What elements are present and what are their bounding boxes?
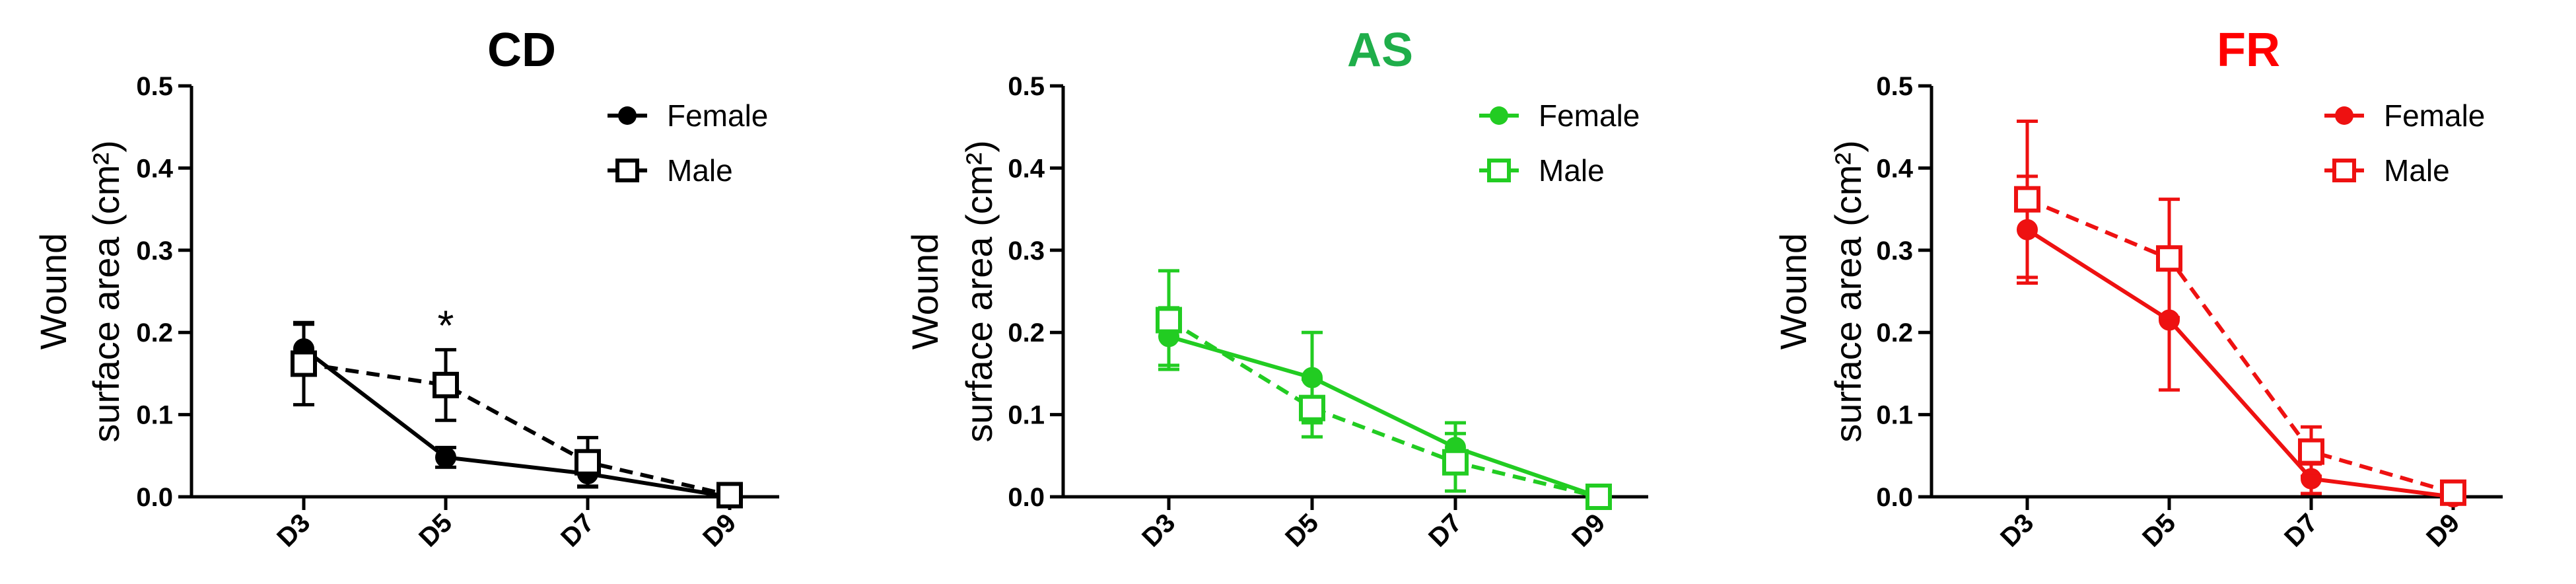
data-point-male [1156,307,1182,334]
data-point-male [433,371,459,398]
data-point-male [2014,186,2040,213]
legend-label-male: Male [1539,153,1605,188]
data-point-male [2440,479,2466,506]
y-tick-label: 0.1 [1876,401,1913,430]
x-tick-label: D7 [1423,508,1467,552]
y-tick-label: 0.0 [136,483,173,512]
y-axis-label-line2: surface area (cm²) [85,140,127,442]
y-tick-label: 0.5 [1008,72,1045,101]
y-axis-label-line2: surface area (cm²) [1827,140,1869,442]
legend-marker-male [615,159,639,182]
chart-panel-as: AS Wound surface area (cm²) 0.0 0.1 0.2 0.3 0.4… [904,24,1648,553]
y-tick-label: 0.4 [136,154,173,183]
series-line-female [2026,228,2454,499]
x-tick-label: D7 [555,508,600,552]
y-tick-label: 0.4 [1008,154,1045,183]
y-axis-label-line2: surface area (cm²) [958,140,1000,442]
chart-title: FR [2217,24,2280,77]
data-point-male [2156,245,2182,272]
data-point-female [435,447,456,468]
series-line-male [2026,197,2454,495]
y-tick-label: 0.5 [136,72,173,101]
x-tick-label: D3 [1995,508,2039,552]
y-tick-label: 0.4 [1876,154,1913,183]
series-line-male [303,361,730,497]
x-tick-label: D3 [1136,508,1181,552]
chart-panel-fr: FR Wound surface area (cm²) 0.0 0.1 0.2 0.3 0.4… [1772,24,2503,553]
legend-marker-female [1490,106,1508,125]
data-point-male [574,449,601,476]
y-tick-label: 0.1 [1008,401,1045,430]
y-tick-label: 0.2 [1876,318,1913,347]
data-point-male [716,482,743,509]
y-tick-label: 0.5 [1876,72,1913,101]
x-tick-label: D5 [1280,508,1324,552]
y-tick-label: 0.3 [136,237,173,266]
y-axis-label-line1: Wound [32,233,74,349]
legend-label-male: Male [2384,153,2450,188]
legend-marker-male [1487,159,1511,182]
chart-panel-cd: CD Wound surface area (cm²) 0.0 0.1 0.2 0.3 0.4… [32,24,779,553]
x-tick-label: D5 [413,508,458,552]
data-point-male [1299,394,1325,421]
y-tick-label: 0.3 [1008,237,1045,266]
legend-label-female: Female [667,98,768,133]
x-tick-label: D5 [2137,508,2181,552]
series-line-male [1167,318,1599,499]
y-tick-label: 0.0 [1876,483,1913,512]
legend-label-male: Male [667,153,733,188]
legend-label-female: Female [2384,98,2485,133]
legend-label-female: Female [1539,98,1640,133]
y-axis-label-line1: Wound [904,233,946,349]
chart-title: CD [487,24,556,77]
data-point-male [291,350,317,377]
chart-title: AS [1347,24,1413,77]
series-line-female [302,347,730,499]
legend-marker-male [2332,159,2356,182]
series-line-female [1168,334,1599,499]
y-tick-label: 0.2 [1008,318,1045,347]
x-tick-label: D7 [2279,508,2323,552]
y-tick-label: 0.0 [1008,483,1045,512]
data-point-male [2298,438,2324,465]
y-tick-label: 0.1 [136,401,173,430]
x-tick-label: D9 [697,508,742,552]
x-tick-label: D3 [271,508,316,552]
y-tick-label: 0.3 [1876,237,1913,266]
y-tick-label: 0.2 [136,318,173,347]
x-tick-label: D9 [2421,508,2465,552]
data-point-male [1585,484,1612,510]
y-axis-label-line1: Wound [1772,233,1814,349]
legend-marker-female [618,106,637,125]
significance-annotation: * [438,301,454,349]
legend-marker-female [2335,106,2353,125]
data-point-male [1442,449,1469,476]
x-tick-label: D9 [1566,508,1611,552]
